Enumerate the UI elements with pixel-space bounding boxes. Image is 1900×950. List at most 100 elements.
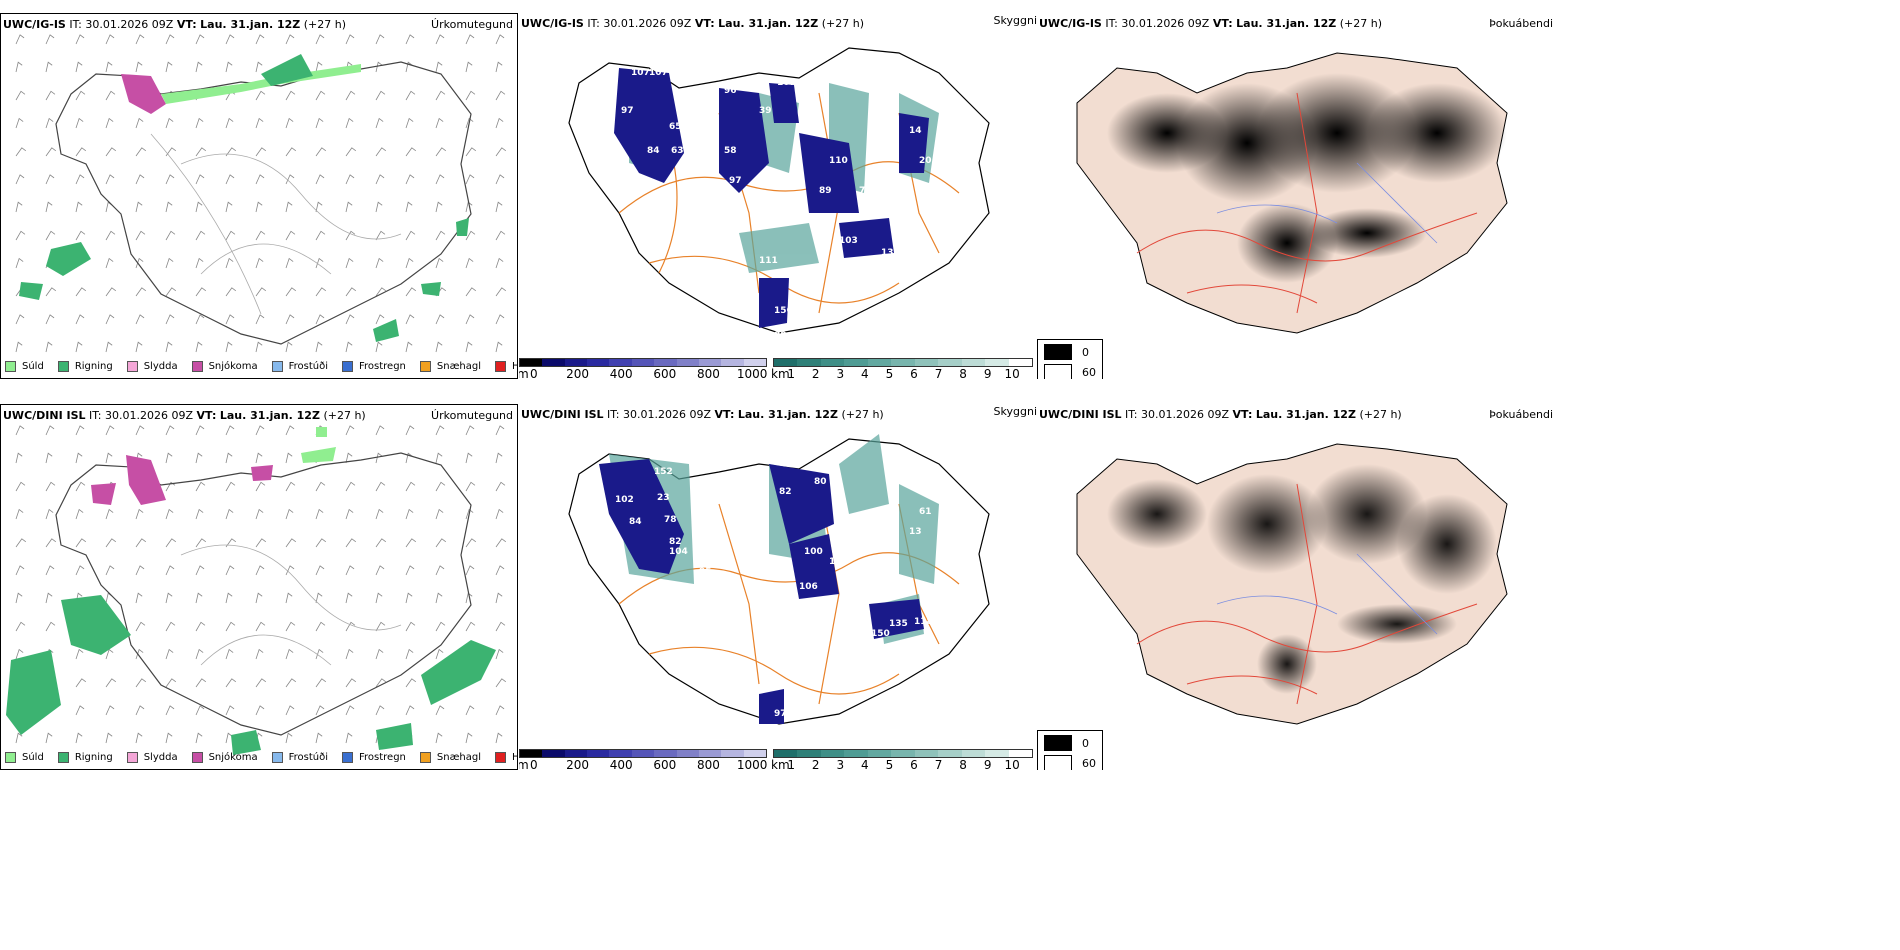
cloud-base-label: 104 <box>669 547 688 557</box>
panel-header: UWC/IG-IS IT: 30.01.2026 09Z VT: Lau. 31… <box>3 18 346 31</box>
wind-barb <box>105 230 116 241</box>
colorbar-step <box>520 750 543 757</box>
legend-label: Snæhagl <box>436 361 482 372</box>
wind-barb <box>45 481 56 492</box>
legend-swatch <box>419 752 431 763</box>
drizzle-area <box>161 64 361 104</box>
scale-tick: 8 <box>959 367 967 379</box>
wind-barb <box>255 257 264 269</box>
legend-swatch <box>271 361 283 372</box>
wind-barb <box>135 732 143 744</box>
wind-barb <box>255 508 264 520</box>
colorbar-step <box>654 750 677 757</box>
scale-tick: 7 <box>934 367 943 379</box>
wind-barb <box>435 592 443 604</box>
ceiling-colorbar <box>519 749 767 758</box>
wind-barb <box>105 34 115 45</box>
wind-barb <box>345 90 356 101</box>
wind-barb <box>375 61 383 73</box>
fog-label: 0 <box>1082 736 1089 750</box>
wind-barb <box>165 425 175 436</box>
panel-title: Skyggni <box>993 14 1037 27</box>
scale-tick: 800 <box>697 367 720 379</box>
wind-barb <box>75 117 84 129</box>
wind-barb <box>285 341 293 353</box>
colorbar-step <box>985 750 1009 757</box>
wind-barb <box>405 341 413 353</box>
wind-barb <box>165 117 174 129</box>
wind-barb <box>315 34 325 45</box>
wind-barb <box>465 117 474 129</box>
colorbar-step <box>774 750 798 757</box>
wind-barb <box>255 314 265 325</box>
wind-barb <box>465 61 473 73</box>
wind-barb <box>195 230 206 241</box>
wind-barb <box>45 147 57 157</box>
wind-barb <box>105 678 117 688</box>
scale-tick: 5 <box>885 758 894 770</box>
wind-barb <box>345 678 357 688</box>
it-label: IT: <box>1105 17 1118 30</box>
wind-barb <box>255 621 266 632</box>
scale-tick: 2 <box>811 758 820 770</box>
wind-barb <box>135 678 147 688</box>
wind-barb <box>375 678 387 688</box>
wind-barb <box>465 425 475 436</box>
cloud-base-label: 14 <box>909 126 922 136</box>
wind-barb <box>285 508 294 520</box>
legend-item: Snjókoma <box>191 361 258 372</box>
wind-barb <box>15 452 23 464</box>
wind-barb <box>75 538 87 548</box>
wind-barb <box>495 314 505 325</box>
colorbar-step <box>914 750 939 757</box>
cloud-base-label: 65 <box>669 122 682 132</box>
wind-barb <box>285 230 296 241</box>
wind-barb <box>45 732 53 744</box>
wind-barb <box>345 565 355 576</box>
cloud-base-label: 23 <box>657 493 670 503</box>
vt-value: Lau. 31.jan. 12Z <box>718 17 819 30</box>
visibility-scale: 1 2 3 4 5 6 7 8 9 10 km <box>771 749 1033 770</box>
legend-label: Haglél <box>512 361 517 372</box>
wind-barb <box>195 174 205 185</box>
wind-barb <box>315 481 326 492</box>
colorbar-step <box>609 359 632 366</box>
fog-index-panel-row1: UWC/IG-IS IT: 30.01.2026 09Z VT: Lau. 31… <box>1037 13 1557 379</box>
cloud-base-label: 135 <box>889 619 908 629</box>
wind-barb <box>345 174 355 185</box>
wind-barb <box>195 565 205 576</box>
wind-barb <box>405 314 415 325</box>
colorbar-step <box>631 359 655 366</box>
fog-label: 60 <box>1082 365 1096 379</box>
wind-barb <box>435 425 445 436</box>
wind-barb <box>195 341 203 353</box>
wind-barb <box>15 508 24 520</box>
wind-barb <box>495 425 505 436</box>
scale-tick: 1000 <box>736 367 768 379</box>
colorbar-step <box>676 359 699 366</box>
wind-barb <box>105 452 113 464</box>
scale-tick: 0 <box>530 758 538 770</box>
snow-area <box>121 74 166 114</box>
wind-barb <box>225 147 237 157</box>
wind-barb <box>285 592 293 604</box>
cloud-base-label: 152 <box>654 467 673 477</box>
wind-barb <box>105 90 116 101</box>
wind-barb <box>285 678 297 688</box>
wind-barb <box>495 621 506 632</box>
cloud-base-label: 118 <box>684 156 703 166</box>
wind-barb <box>375 90 386 101</box>
cloud-base-label: 97 <box>621 106 634 116</box>
cloud-base-label: 88 <box>749 191 762 201</box>
wind-barb <box>285 314 295 325</box>
wind-barb <box>315 732 323 744</box>
wind-barb <box>105 174 115 185</box>
wind-barb <box>225 732 233 744</box>
wind-barb <box>285 452 293 464</box>
legend-item: Súld <box>5 361 44 372</box>
vt-value: Lau. 31.jan. 12Z <box>1255 408 1356 421</box>
wind-barb <box>375 230 386 241</box>
model-name: UWC/IG-IS <box>521 17 584 30</box>
snow-area <box>91 455 273 505</box>
scale-tick: 9 <box>983 367 992 379</box>
